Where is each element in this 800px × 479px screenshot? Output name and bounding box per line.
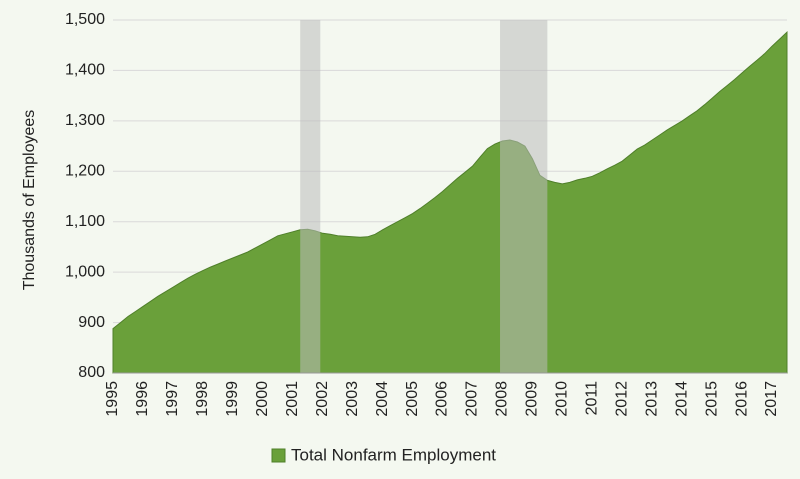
x-tick-label: 2002 (314, 381, 331, 417)
x-tick-label: 1995 (104, 381, 121, 417)
y-tick-label: 1,500 (65, 11, 105, 28)
x-tick-label: 2004 (374, 381, 391, 417)
x-tick-label: 1996 (134, 381, 151, 417)
x-tick-label: 2008 (494, 381, 511, 417)
y-tick-label: 1,300 (65, 112, 105, 129)
x-tick-label: 2011 (584, 381, 601, 416)
legend-label: Total Nonfarm Employment (291, 445, 496, 464)
x-tick-label: 2000 (254, 381, 271, 417)
y-tick-label: 800 (78, 364, 105, 381)
x-tick-label: 2017 (763, 381, 780, 417)
y-axis-title: Thousands of Employees (21, 110, 38, 291)
x-tick-label: 2007 (464, 381, 481, 417)
y-tick-label: 1,100 (65, 213, 105, 230)
x-tick-label: 1997 (164, 381, 181, 417)
y-tick-label: 1,200 (65, 163, 105, 180)
x-tick-label: 2005 (404, 381, 421, 417)
x-tick-label: 2012 (613, 381, 630, 417)
y-tick-label: 1,000 (65, 263, 105, 280)
x-tick-label: 2009 (524, 381, 541, 417)
y-tick-label: 1,400 (65, 62, 105, 79)
x-tick-label: 2003 (344, 381, 361, 417)
x-tick-label: 1999 (224, 381, 241, 417)
x-tick-label: 2006 (434, 381, 451, 417)
shaded-period (300, 20, 321, 373)
area (112, 30, 788, 374)
x-tick-label: 2016 (733, 381, 750, 417)
x-tick-label: 2001 (284, 381, 301, 417)
x-tick-label: 2015 (703, 381, 720, 417)
shaded-period (500, 20, 548, 373)
x-tick-label: 2013 (643, 381, 660, 417)
x-tick-label: 1998 (194, 381, 211, 417)
legend-swatch (271, 448, 286, 463)
x-tick-label: 2014 (673, 381, 690, 417)
y-tick-label: 900 (78, 314, 105, 331)
x-tick-label: 2010 (554, 381, 571, 417)
